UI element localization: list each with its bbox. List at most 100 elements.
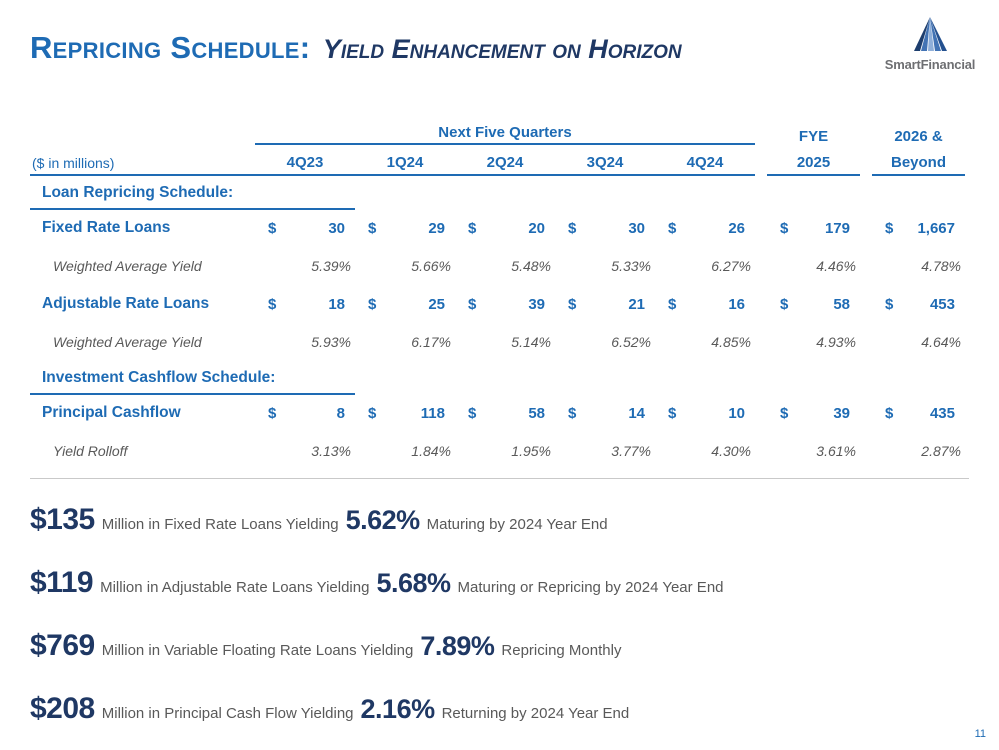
- money-cell: $118: [355, 405, 455, 422]
- cell-value: 21: [628, 295, 645, 313]
- currency-symbol: $: [268, 404, 277, 422]
- money-cell: $25: [355, 296, 455, 313]
- section-title-loan-repricing: Loan Repricing Schedule:: [30, 176, 355, 210]
- pct-cell: 3.77%: [611, 443, 651, 459]
- summary-text: Million in Fixed Rate Loans Yielding: [101, 516, 339, 533]
- currency-symbol: $: [668, 404, 677, 422]
- summary-text: Million in Principal Cash Flow Yielding: [101, 705, 354, 722]
- row-label: Principal Cashflow: [42, 404, 181, 421]
- cell-value: 8: [336, 404, 345, 422]
- money-cell: $10: [655, 405, 755, 422]
- title-main: Repricing Schedule:: [30, 30, 311, 65]
- currency-symbol: $: [468, 404, 477, 422]
- summary-amount: $119: [30, 566, 94, 599]
- col-header-1q24: 1Q24: [355, 154, 455, 176]
- section-row: Loan Repricing Schedule:: [30, 176, 965, 210]
- slide-header: Repricing Schedule: Yield Enhancement on…: [0, 0, 999, 100]
- fye-header-top: FYE: [798, 128, 829, 145]
- pct-cell: 4.78%: [921, 258, 961, 274]
- summary-percent: 7.89%: [420, 631, 495, 661]
- next-five-quarters-header: Next Five Quarters: [255, 124, 755, 145]
- row-label: Fixed Rate Loans: [42, 219, 171, 236]
- cell-value: 10: [728, 404, 745, 422]
- cell-value: 118: [420, 404, 445, 422]
- pct-cell: 5.93%: [311, 334, 351, 350]
- currency-symbol: $: [368, 404, 377, 422]
- table-row-weighted-average-yield: Weighted Average Yield 5.39% 5.66% 5.48%…: [30, 247, 965, 285]
- summary-fixed-rate: $135 Million in Fixed Rate Loans Yieldin…: [30, 503, 999, 539]
- cell-value: 453: [929, 295, 955, 313]
- summary-percent: 5.68%: [376, 568, 451, 598]
- pct-cell: 5.14%: [511, 334, 551, 350]
- pct-cell: 4.64%: [921, 334, 961, 350]
- cell-value: 26: [728, 219, 745, 237]
- pct-cell: 1.95%: [511, 443, 551, 459]
- row-label: Yield Rolloff: [53, 443, 128, 459]
- money-cell: $8: [255, 405, 355, 422]
- cell-value: 25: [428, 295, 445, 313]
- pct-cell: 5.39%: [311, 258, 351, 274]
- money-cell: $16: [655, 296, 755, 313]
- summary-variable-floating: $769 Million in Variable Floating Rate L…: [30, 629, 999, 665]
- col-header-3q24: 3Q24: [555, 154, 655, 176]
- table-bottom-divider: [30, 478, 969, 479]
- money-cell: $39: [455, 296, 555, 313]
- table-header-group-row: Next Five Quarters FYE 2026 &: [30, 116, 965, 145]
- money-cell: $1,667: [872, 220, 965, 237]
- money-cell: $29: [355, 220, 455, 237]
- summary-text: Maturing or Repricing by 2024 Year End: [457, 579, 724, 596]
- summary-text: Million in Variable Floating Rate Loans …: [101, 642, 414, 659]
- money-cell: $435: [872, 405, 965, 422]
- money-cell: $21: [555, 296, 655, 313]
- summary-amount: $769: [30, 629, 95, 662]
- cell-value: 30: [628, 219, 645, 237]
- summary-text: Maturing by 2024 Year End: [426, 516, 608, 533]
- currency-symbol: $: [885, 219, 894, 237]
- money-cell: $30: [555, 220, 655, 237]
- cell-value: 14: [628, 404, 645, 422]
- section-title-investment-cashflow: Investment Cashflow Schedule:: [30, 361, 355, 395]
- currency-symbol: $: [568, 404, 577, 422]
- pct-cell: 5.33%: [611, 258, 651, 274]
- summary-statements: $135 Million in Fixed Rate Loans Yieldin…: [30, 503, 999, 728]
- currency-symbol: $: [468, 219, 477, 237]
- pct-cell: 4.85%: [711, 334, 751, 350]
- currency-symbol: $: [268, 295, 277, 313]
- money-cell: $453: [872, 296, 965, 313]
- currency-symbol: $: [780, 295, 789, 313]
- units-label: ($ in millions): [30, 155, 255, 176]
- cell-value: 58: [833, 295, 850, 313]
- cell-value: 18: [328, 295, 345, 313]
- pct-cell: 5.48%: [511, 258, 551, 274]
- fye-header-bottom: 2025: [767, 154, 860, 176]
- row-label: Adjustable Rate Loans: [42, 295, 210, 312]
- money-cell: $58: [455, 405, 555, 422]
- money-cell: $39: [767, 405, 860, 422]
- cell-value: 20: [528, 219, 545, 237]
- company-logo: SmartFinancial: [875, 14, 985, 72]
- section-row: Investment Cashflow Schedule:: [30, 361, 965, 395]
- page-title: Repricing Schedule: Yield Enhancement on…: [30, 26, 682, 66]
- cell-value: 435: [929, 404, 955, 422]
- summary-adjustable-rate: $119 Million in Adjustable Rate Loans Yi…: [30, 566, 999, 602]
- beyond-header-top: 2026 &: [894, 128, 943, 145]
- repricing-table: Next Five Quarters FYE 2026 & ($ in mill…: [30, 116, 965, 470]
- pct-cell: 4.93%: [816, 334, 856, 350]
- money-cell: $14: [555, 405, 655, 422]
- pct-cell: 1.84%: [411, 443, 451, 459]
- logo-text: SmartFinancial: [884, 57, 976, 72]
- currency-symbol: $: [885, 404, 894, 422]
- cell-value: 30: [328, 219, 345, 237]
- cell-value: 16: [728, 295, 745, 313]
- currency-symbol: $: [368, 219, 377, 237]
- currency-symbol: $: [468, 295, 477, 313]
- cell-value: 39: [833, 404, 850, 422]
- currency-symbol: $: [568, 219, 577, 237]
- money-cell: $26: [655, 220, 755, 237]
- money-cell: $179: [767, 220, 860, 237]
- summary-text: Returning by 2024 Year End: [441, 705, 630, 722]
- pct-cell: 4.46%: [816, 258, 856, 274]
- money-cell: $30: [255, 220, 355, 237]
- page-number: 11: [974, 728, 986, 740]
- table-row-principal-cashflow: Principal Cashflow $8 $118 $58 $14 $10 $…: [30, 394, 965, 432]
